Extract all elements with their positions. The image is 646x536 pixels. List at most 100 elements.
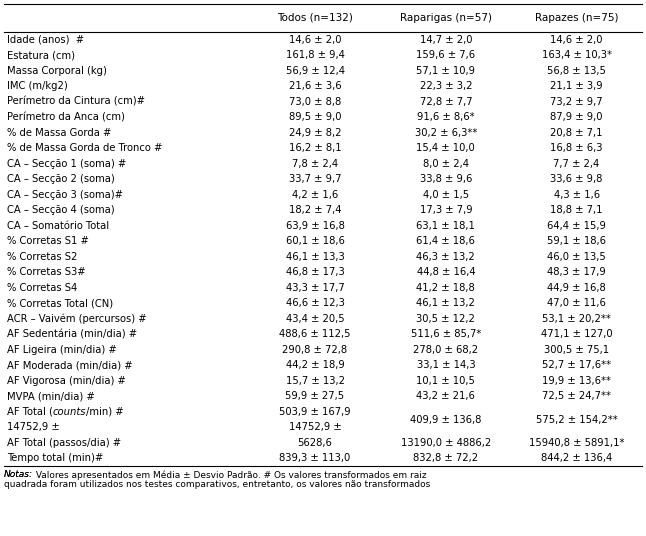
Text: 73,2 ± 9,7: 73,2 ± 9,7	[550, 97, 603, 107]
Text: 4,0 ± 1,5: 4,0 ± 1,5	[422, 190, 469, 200]
Text: 30,5 ± 12,2: 30,5 ± 12,2	[417, 314, 475, 324]
Text: 14,7 ± 2,0: 14,7 ± 2,0	[419, 35, 472, 44]
Text: CA – Secção 1 (soma) #: CA – Secção 1 (soma) #	[7, 159, 126, 169]
Text: AF Total (: AF Total (	[7, 407, 53, 417]
Text: 278,0 ± 68,2: 278,0 ± 68,2	[413, 345, 479, 355]
Text: % Corretas S4: % Corretas S4	[7, 283, 78, 293]
Text: 161,8 ± 9,4: 161,8 ± 9,4	[286, 50, 344, 60]
Text: 503,9 ± 167,9: 503,9 ± 167,9	[279, 407, 351, 417]
Text: 4,3 ± 1,6: 4,3 ± 1,6	[554, 190, 599, 200]
Text: 46,1 ± 13,3: 46,1 ± 13,3	[286, 252, 344, 262]
Text: 839,3 ± 113,0: 839,3 ± 113,0	[280, 453, 351, 463]
Text: 33,6 ± 9,8: 33,6 ± 9,8	[550, 174, 603, 184]
Text: Raparigas (n=57): Raparigas (n=57)	[400, 13, 492, 23]
Text: Perímetro da Anca (cm): Perímetro da Anca (cm)	[7, 112, 125, 122]
Text: AF Ligeira (min/dia) #: AF Ligeira (min/dia) #	[7, 345, 117, 355]
Text: 16,2 ± 8,1: 16,2 ± 8,1	[289, 143, 341, 153]
Text: 10,1 ± 10,5: 10,1 ± 10,5	[417, 376, 475, 386]
Text: 33,7 ± 9,7: 33,7 ± 9,7	[289, 174, 341, 184]
Text: 22,3 ± 3,2: 22,3 ± 3,2	[419, 81, 472, 91]
Text: 4,2 ± 1,6: 4,2 ± 1,6	[292, 190, 338, 200]
Text: AF Total (passos/dia) #: AF Total (passos/dia) #	[7, 438, 121, 448]
Text: 46,3 ± 13,2: 46,3 ± 13,2	[417, 252, 475, 262]
Text: 46,1 ± 13,2: 46,1 ± 13,2	[417, 298, 475, 308]
Text: 159,6 ± 7,6: 159,6 ± 7,6	[416, 50, 475, 60]
Text: 43,4 ± 20,5: 43,4 ± 20,5	[286, 314, 344, 324]
Text: 7,8 ± 2,4: 7,8 ± 2,4	[292, 159, 338, 169]
Text: Notas:: Notas:	[4, 470, 33, 479]
Text: % Corretas S3#: % Corretas S3#	[7, 267, 86, 277]
Text: 18,2 ± 7,4: 18,2 ± 7,4	[289, 205, 341, 215]
Text: 17,3 ± 7,9: 17,3 ± 7,9	[419, 205, 472, 215]
Text: 56,9 ± 12,4: 56,9 ± 12,4	[286, 66, 344, 76]
Text: 290,8 ± 72,8: 290,8 ± 72,8	[282, 345, 348, 355]
Text: 13190,0 ± 4886,2: 13190,0 ± 4886,2	[401, 438, 491, 448]
Text: 63,9 ± 16,8: 63,9 ± 16,8	[286, 221, 344, 231]
Text: 43,3 ± 17,7: 43,3 ± 17,7	[286, 283, 344, 293]
Text: 21,1 ± 3,9: 21,1 ± 3,9	[550, 81, 603, 91]
Text: IMC (m/kg2): IMC (m/kg2)	[7, 81, 68, 91]
Text: 511,6 ± 85,7*: 511,6 ± 85,7*	[411, 329, 481, 339]
Text: 14,6 ± 2,0: 14,6 ± 2,0	[289, 35, 341, 44]
Text: 15,7 ± 13,2: 15,7 ± 13,2	[286, 376, 344, 386]
Text: 64,4 ± 15,9: 64,4 ± 15,9	[547, 221, 606, 231]
Text: 15940,8 ± 5891,1*: 15940,8 ± 5891,1*	[529, 438, 624, 448]
Text: ACR – Vaivém (percursos) #: ACR – Vaivém (percursos) #	[7, 314, 147, 324]
Text: 46,8 ± 17,3: 46,8 ± 17,3	[286, 267, 344, 277]
Text: 52,7 ± 17,6**: 52,7 ± 17,6**	[542, 360, 611, 370]
Text: 44,9 ± 16,8: 44,9 ± 16,8	[547, 283, 606, 293]
Text: 24,9 ± 8,2: 24,9 ± 8,2	[289, 128, 341, 138]
Text: quadrada foram utilizados nos testes comparativos, entretanto, os valores não tr: quadrada foram utilizados nos testes com…	[4, 480, 430, 489]
Text: Notas:: Notas:	[4, 470, 33, 479]
Text: % Corretas Total (CN): % Corretas Total (CN)	[7, 298, 113, 308]
Text: 89,5 ± 9,0: 89,5 ± 9,0	[289, 112, 341, 122]
Text: 8,0 ± 2,4: 8,0 ± 2,4	[423, 159, 469, 169]
Text: 575,2 ± 154,2**: 575,2 ± 154,2**	[536, 414, 618, 425]
Text: 21,6 ± 3,6: 21,6 ± 3,6	[289, 81, 341, 91]
Text: 471,1 ± 127,0: 471,1 ± 127,0	[541, 329, 612, 339]
Text: 163,4 ± 10,3*: 163,4 ± 10,3*	[541, 50, 612, 60]
Text: 14752,9 ±: 14752,9 ±	[289, 422, 341, 432]
Text: 73,0 ± 8,8: 73,0 ± 8,8	[289, 97, 341, 107]
Text: 48,3 ± 17,9: 48,3 ± 17,9	[547, 267, 606, 277]
Text: 7,7 ± 2,4: 7,7 ± 2,4	[554, 159, 599, 169]
Text: 488,6 ± 112,5: 488,6 ± 112,5	[279, 329, 351, 339]
Text: 46,0 ± 13,5: 46,0 ± 13,5	[547, 252, 606, 262]
Text: 59,1 ± 18,6: 59,1 ± 18,6	[547, 236, 606, 246]
Text: Todos (n=132): Todos (n=132)	[277, 13, 353, 23]
Text: 18,8 ± 7,1: 18,8 ± 7,1	[550, 205, 603, 215]
Text: % de Massa Gorda #: % de Massa Gorda #	[7, 128, 111, 138]
Text: 72,5 ± 24,7**: 72,5 ± 24,7**	[542, 391, 611, 401]
Text: counts: counts	[53, 407, 87, 417]
Text: 60,1 ± 18,6: 60,1 ± 18,6	[286, 236, 344, 246]
Text: 14,6 ± 2,0: 14,6 ± 2,0	[550, 35, 603, 44]
Text: 5628,6: 5628,6	[298, 438, 333, 448]
Text: 832,8 ± 72,2: 832,8 ± 72,2	[413, 453, 479, 463]
Text: MVPA (min/dia) #: MVPA (min/dia) #	[7, 391, 95, 401]
Text: % Corretas S2: % Corretas S2	[7, 252, 78, 262]
Text: 300,5 ± 75,1: 300,5 ± 75,1	[544, 345, 609, 355]
Text: CA – Secção 3 (soma)#: CA – Secção 3 (soma)#	[7, 190, 123, 200]
Text: 14752,9 ±: 14752,9 ±	[7, 422, 59, 432]
Text: 53,1 ± 20,2**: 53,1 ± 20,2**	[542, 314, 611, 324]
Text: Idade (anos)  #: Idade (anos) #	[7, 35, 84, 44]
Text: Massa Corporal (kg): Massa Corporal (kg)	[7, 66, 107, 76]
Text: AF Moderada (min/dia) #: AF Moderada (min/dia) #	[7, 360, 132, 370]
Text: 20,8 ± 7,1: 20,8 ± 7,1	[550, 128, 603, 138]
Text: 19,9 ± 13,6**: 19,9 ± 13,6**	[542, 376, 611, 386]
Text: 43,2 ± 21,6: 43,2 ± 21,6	[417, 391, 475, 401]
Text: 44,2 ± 18,9: 44,2 ± 18,9	[286, 360, 344, 370]
Text: 30,2 ± 6,3**: 30,2 ± 6,3**	[415, 128, 477, 138]
Text: 61,4 ± 18,6: 61,4 ± 18,6	[417, 236, 475, 246]
Text: CA – Secção 2 (soma): CA – Secção 2 (soma)	[7, 174, 115, 184]
Text: CA – Somatório Total: CA – Somatório Total	[7, 221, 109, 231]
Text: Tempo total (min)#: Tempo total (min)#	[7, 453, 103, 463]
Text: 33,8 ± 9,6: 33,8 ± 9,6	[420, 174, 472, 184]
Text: 33,1 ± 14,3: 33,1 ± 14,3	[417, 360, 475, 370]
Text: 47,0 ± 11,6: 47,0 ± 11,6	[547, 298, 606, 308]
Text: Perímetro da Cintura (cm)#: Perímetro da Cintura (cm)#	[7, 97, 145, 107]
Text: 56,8 ± 13,5: 56,8 ± 13,5	[547, 66, 606, 76]
Text: 91,6 ± 8,6*: 91,6 ± 8,6*	[417, 112, 475, 122]
Text: 72,8 ± 7,7: 72,8 ± 7,7	[419, 97, 472, 107]
Text: /min) #: /min) #	[87, 407, 124, 417]
